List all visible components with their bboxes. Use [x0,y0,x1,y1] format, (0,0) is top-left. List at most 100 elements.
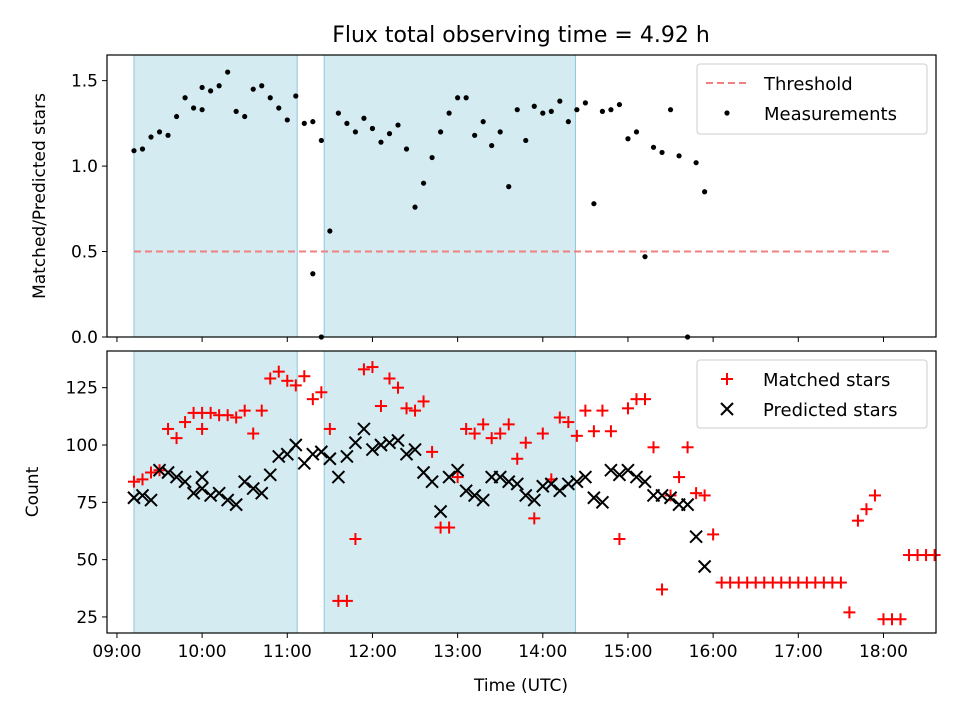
legend-matched-label: Matched stars [763,370,890,391]
y-tick-label: 1.5 [71,72,98,92]
predicted-point [246,481,260,496]
predicted-point [374,438,388,452]
predicted-point [467,488,482,503]
matched-point [357,363,370,376]
predicted-point [578,470,593,484]
legend-predicted-marker [720,402,734,416]
measurement-point [582,100,588,106]
measurement-point [667,107,674,113]
top-y-axis-label: Matched/Predicted stars [30,93,50,299]
legend-matched-marker [721,373,733,385]
measurement-point [182,95,188,101]
predicted-point [587,491,601,505]
matched-point [136,473,149,486]
matched-point [843,606,856,619]
predicted-point [689,530,703,544]
predicted-point [348,436,363,450]
x-tick-label: 10:00 [178,642,227,662]
matched-point [162,422,175,435]
top-points [131,69,708,340]
matched-point [664,489,677,502]
predicted-point [220,493,235,507]
predicted-point [604,463,618,477]
matched-point [656,583,669,596]
measurement-point [242,113,248,120]
predicted-point [442,470,456,484]
matched-point [485,432,498,445]
measurement-point [676,153,682,159]
predicted-point [272,449,286,464]
bottom-panel: 25 50 75 100 125 09:00 10:00 11:00 12:00 13:00 14… [23,350,941,696]
measurement-point [156,129,163,135]
predicted-point [663,491,678,505]
predicted-point [289,438,303,452]
measurement-point [361,115,367,121]
y-tick-label: 0.0 [71,328,98,348]
measurement-point [199,84,205,91]
predicted-point [144,493,158,507]
predicted-point [655,488,669,503]
matched-point [851,514,864,527]
matched-point [204,406,217,419]
x-tick-label: 11:00 [263,642,312,662]
predicted-point [382,436,397,450]
matched-point [553,411,566,424]
predicted-point [493,470,507,484]
predicted-point [408,442,422,457]
observing-window-2 [323,350,576,634]
measurement-point [489,142,495,149]
predicted-point [263,468,277,482]
measurement-point [633,129,640,135]
matched-point [460,422,473,435]
x-tick-label: 17:00 [774,642,823,662]
matched-point [536,427,549,440]
observing-window-2 [323,54,576,338]
matched-point [383,372,396,385]
x-tick-label: 16:00 [689,642,738,662]
measurement-point [173,113,180,120]
matched-point [928,549,941,562]
predicted-point [510,477,524,491]
predicted-point [212,486,226,500]
matched-point [366,361,379,374]
matched-point [451,471,464,484]
measurement-point [165,132,171,138]
measurement-point [267,95,273,101]
measurement-point [225,69,231,75]
predicted-point [433,504,448,519]
measurement-point [395,122,401,128]
predicted-point [519,488,533,503]
predicted-point [680,497,695,512]
matched-point [528,512,541,525]
measurement-point [540,110,546,116]
chart-title: Flux total observing time = 4.92 h [332,23,710,48]
matched-point [502,418,515,431]
measurement-point [327,228,333,234]
top-y-ticks: 0.0 0.5 1.0 1.5 [71,72,107,348]
measurement-point [250,86,256,92]
matched-point [596,404,609,417]
predicted-point [638,474,652,489]
measurement-point [386,131,393,137]
measurement-point [233,108,239,114]
top-legend: Threshold Measurements [696,63,928,135]
measurement-point [276,105,282,111]
measurement-point [335,110,341,116]
measurement-point [378,139,384,145]
predicted-point [502,474,516,489]
y-tick-label: 75 [76,493,98,513]
predicted-point [306,447,320,461]
measurement-point [599,108,606,114]
bottom-shading [133,350,576,634]
legend-measurements-marker [724,110,730,116]
bottom-axes-frame [106,350,937,634]
x-tick-label: 13:00 [433,642,482,662]
predicted-point [425,474,439,489]
predicted-point [697,559,712,574]
measurement-point [369,125,376,132]
matched-point [690,487,703,500]
matched-point [374,400,387,413]
y-tick-label: 25 [76,608,98,628]
matched-point [681,441,694,454]
